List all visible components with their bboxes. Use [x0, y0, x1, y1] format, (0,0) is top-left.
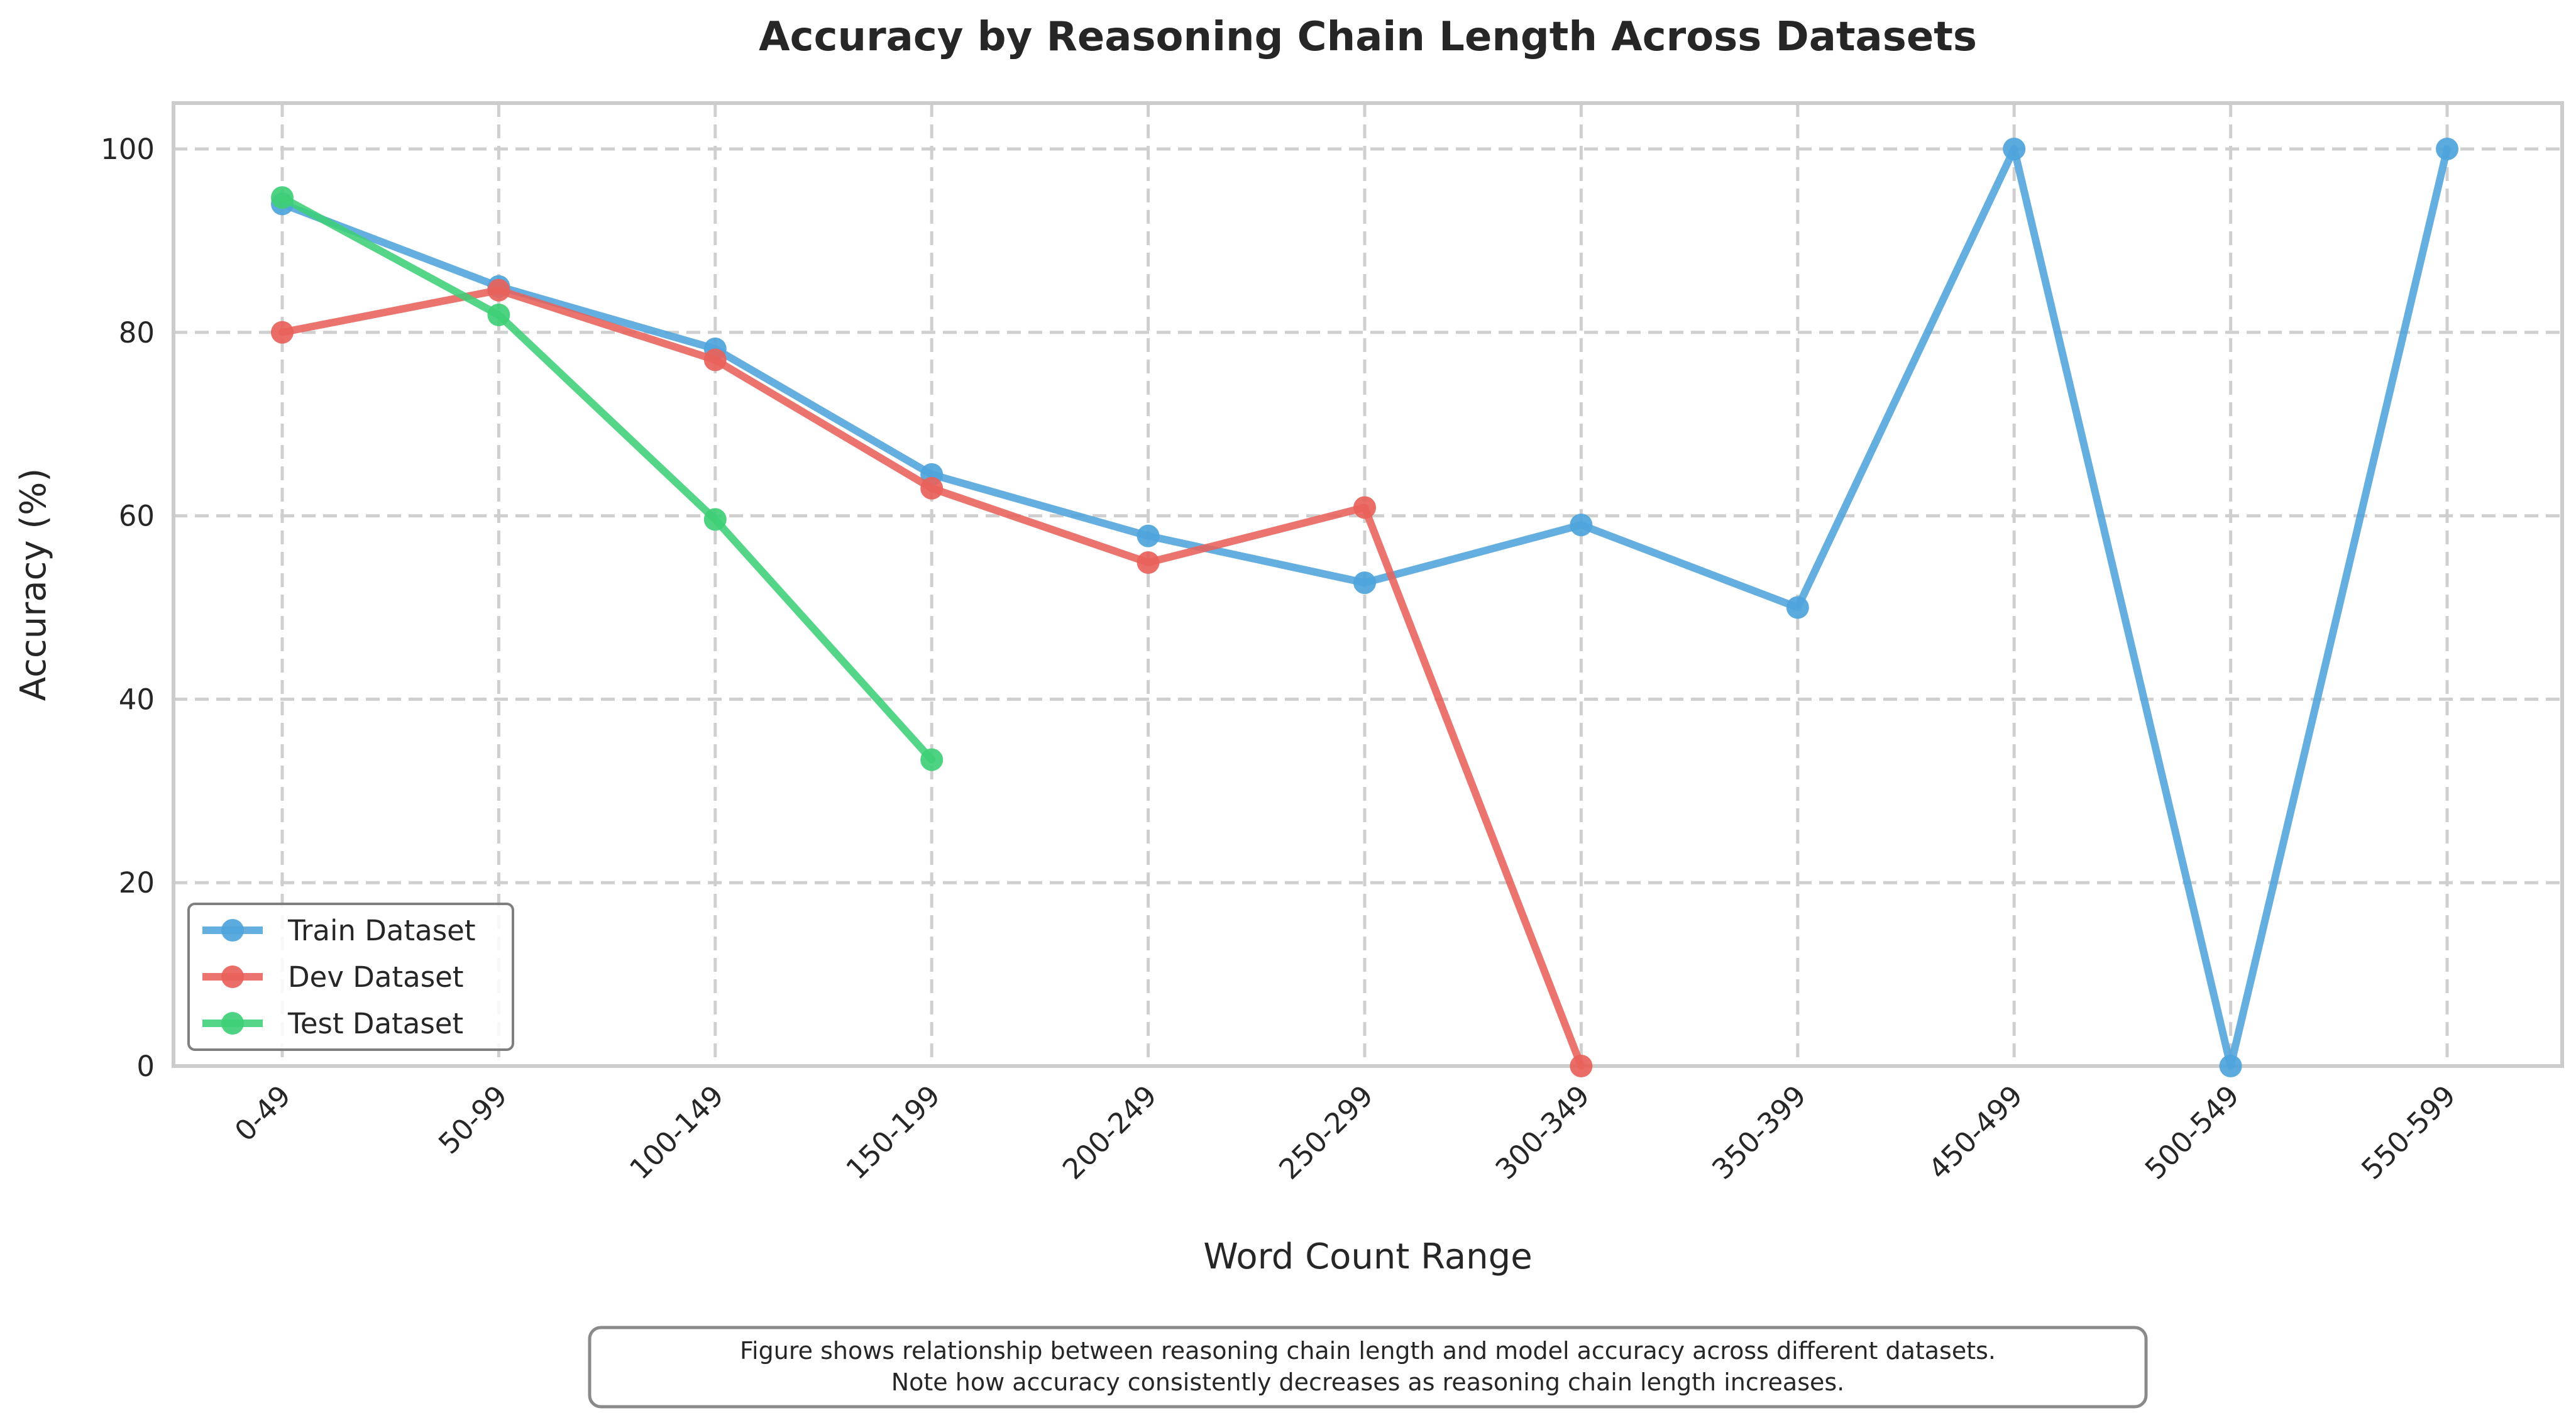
- data-point: [1137, 524, 1160, 547]
- data-point: [1137, 551, 1160, 574]
- data-point: [703, 508, 727, 531]
- data-point: [1570, 514, 1593, 537]
- series-test-dataset: [271, 186, 944, 771]
- y-tick-label: 80: [119, 316, 155, 349]
- data-point: [487, 304, 510, 327]
- series-line: [278, 194, 936, 764]
- data-point: [920, 748, 944, 771]
- y-tick-label: 60: [119, 500, 155, 533]
- y-axis-ticks: 0 20 40 60 80 100: [101, 133, 155, 1083]
- data-point: [2219, 1055, 2242, 1077]
- legend-label: Train Dataset: [287, 914, 476, 947]
- data-point: [2436, 137, 2458, 160]
- chart-title: Accuracy by Reasoning Chain Length Acros…: [759, 14, 1977, 60]
- legend: Train Dataset Dev Dataset Test Dataset: [187, 903, 514, 1051]
- legend-marker: [221, 965, 244, 988]
- series-dev-dataset: [271, 278, 1593, 1077]
- legend-marker: [221, 919, 244, 942]
- y-tick-label: 0: [136, 1050, 155, 1083]
- data-point: [1786, 596, 1809, 619]
- data-point: [271, 321, 294, 344]
- legend-marker: [221, 1012, 244, 1035]
- series-group: [271, 137, 2458, 1077]
- legend-label: Test Dataset: [287, 1007, 463, 1040]
- data-point: [487, 278, 510, 302]
- y-tick-label: 20: [119, 866, 155, 899]
- plot-frame: [172, 101, 2564, 1068]
- data-point: [1353, 496, 1376, 519]
- legend-box: [187, 903, 514, 1051]
- y-tick-label: 100: [101, 133, 155, 166]
- caption-line-1: Figure shows relationship between reason…: [740, 1337, 1996, 1365]
- data-point: [703, 348, 727, 371]
- data-point: [2003, 137, 2026, 160]
- y-tick-label: 40: [119, 683, 155, 716]
- data-point: [1353, 571, 1376, 595]
- caption-box: Figure shows relationship between reason…: [588, 1326, 2148, 1409]
- caption-frame: [588, 1326, 2148, 1409]
- caption-line-2: Note how accuracy consistently decreases…: [891, 1368, 1845, 1396]
- data-point: [920, 476, 944, 500]
- y-axis-label: Accuracy (%): [13, 468, 54, 701]
- data-point: [271, 186, 294, 209]
- x-axis-label: Word Count Range: [1203, 1236, 1532, 1277]
- data-point: [1570, 1055, 1593, 1077]
- legend-label: Dev Dataset: [288, 960, 464, 994]
